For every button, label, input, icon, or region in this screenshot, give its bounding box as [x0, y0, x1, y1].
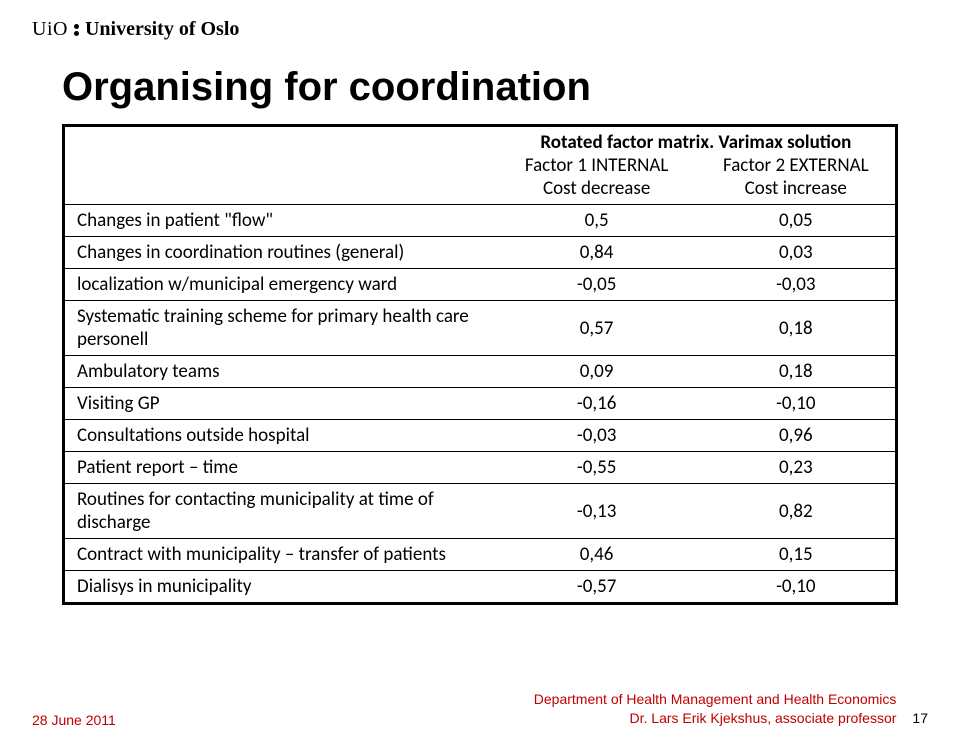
table-row: Dialisys in municipality-0,57-0,10 [64, 571, 897, 604]
table-row: Systematic training scheme for primary h… [64, 301, 897, 356]
row-label: Consultations outside hospital [64, 420, 497, 452]
row-value-c2: -0,03 [697, 269, 897, 301]
page-title: Organising for coordination [62, 65, 928, 110]
footer-department: Department of Health Management and Heal… [534, 690, 897, 709]
row-label: Routines for contacting municipality at … [64, 484, 497, 539]
col-1-header-line1: Factor 1 INTERNAL [497, 154, 697, 177]
row-value-c1: 0,5 [497, 205, 697, 237]
table-body: Changes in patient "flow"0,50,05Changes … [64, 205, 897, 604]
row-value-c2: 0,05 [697, 205, 897, 237]
col-2-header-line2: Cost increase [697, 177, 897, 205]
table-row: Consultations outside hospital-0,030,96 [64, 420, 897, 452]
row-label: Dialisys in municipality [64, 571, 497, 604]
col-2-header-line1: Factor 2 EXTERNAL [697, 154, 897, 177]
row-value-c2: -0,10 [697, 388, 897, 420]
logo-uio-text: UiO [32, 18, 68, 41]
row-value-c2: 0,23 [697, 452, 897, 484]
row-value-c1: -0,16 [497, 388, 697, 420]
row-value-c1: 0,09 [497, 356, 697, 388]
row-value-c2: 0,96 [697, 420, 897, 452]
row-label: Contract with municipality – transfer of… [64, 539, 497, 571]
row-label: Visiting GP [64, 388, 497, 420]
row-value-c2: 0,18 [697, 356, 897, 388]
row-label: Systematic training scheme for primary h… [64, 301, 497, 356]
table-row: Contract with municipality – transfer of… [64, 539, 897, 571]
footer-bar: 28 June 2011 Department of Health Manage… [0, 690, 960, 728]
row-value-c2: 0,82 [697, 484, 897, 539]
logo-university-name: University of Oslo [85, 18, 239, 41]
row-label: Patient report – time [64, 452, 497, 484]
table-row: localization w/municipal emergency ward-… [64, 269, 897, 301]
row-value-c1: -0,13 [497, 484, 697, 539]
table-row: Patient report – time-0,550,23 [64, 452, 897, 484]
factor-table-container: Rotated factor matrix. Varimax solution … [62, 124, 898, 605]
row-label: Ambulatory teams [64, 356, 497, 388]
row-value-c1: -0,55 [497, 452, 697, 484]
row-value-c1: 0,46 [497, 539, 697, 571]
slide: UiO University of Oslo Organising for co… [0, 0, 960, 740]
page-number: 17 [912, 710, 928, 728]
table-row: Changes in patient "flow"0,50,05 [64, 205, 897, 237]
row-value-c1: -0,03 [497, 420, 697, 452]
table-row: Visiting GP-0,16-0,10 [64, 388, 897, 420]
col-1-header-line2: Cost decrease [497, 177, 697, 205]
row-value-c1: 0,84 [497, 237, 697, 269]
row-label: localization w/municipal emergency ward [64, 269, 497, 301]
logo-dots-icon [74, 24, 79, 36]
row-value-c2: -0,10 [697, 571, 897, 604]
row-label: Changes in coordination routines (genera… [64, 237, 497, 269]
row-value-c2: 0,03 [697, 237, 897, 269]
table-row: Changes in coordination routines (genera… [64, 237, 897, 269]
row-value-c2: 0,15 [697, 539, 897, 571]
row-value-c1: -0,05 [497, 269, 697, 301]
footer-author: Dr. Lars Erik Kjekshus, associate profes… [534, 709, 897, 728]
footer-date: 28 June 2011 [32, 712, 116, 728]
table-row: Ambulatory teams0,090,18 [64, 356, 897, 388]
university-logo: UiO University of Oslo [32, 18, 928, 41]
table-top-header: Rotated factor matrix. Varimax solution [497, 126, 897, 155]
row-value-c1: -0,57 [497, 571, 697, 604]
row-value-c2: 0,18 [697, 301, 897, 356]
row-label: Changes in patient "flow" [64, 205, 497, 237]
table-row: Routines for contacting municipality at … [64, 484, 897, 539]
row-value-c1: 0,57 [497, 301, 697, 356]
factor-table: Rotated factor matrix. Varimax solution … [62, 124, 898, 605]
